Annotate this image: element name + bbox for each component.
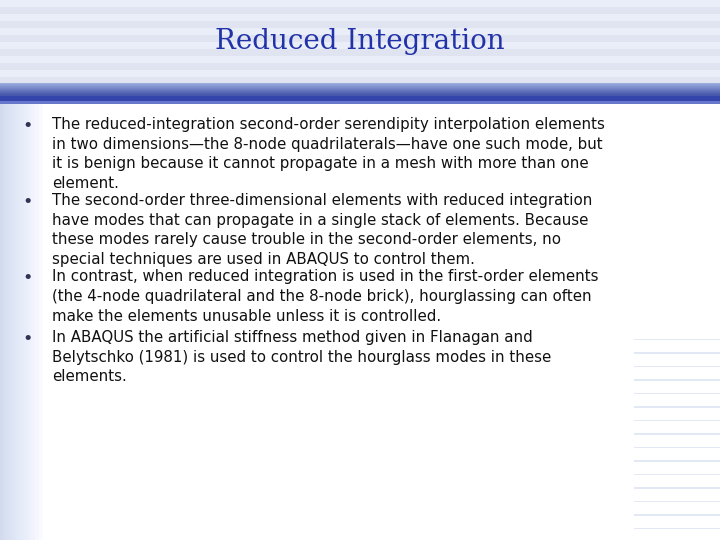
Bar [0, 90, 720, 91]
Bar [0, 0, 1, 540]
Bar [0, 0, 4, 540]
Bar [0, 88, 720, 89]
Bar [634, 406, 720, 408]
Bar [0, 92, 720, 93]
Bar [0, 0, 11, 540]
Bar [0, 0, 3, 540]
Bar [0, 85, 720, 86]
Bar [0, 91, 720, 92]
Bar [0, 83, 720, 84]
Bar [0, 63, 720, 70]
Bar [0, 0, 39, 540]
Bar [0, 94, 720, 96]
Text: The reduced-integration second-order serendipity interpolation elements
in two d: The reduced-integration second-order ser… [52, 117, 605, 191]
Bar [0, 94, 720, 95]
Bar [0, 86, 720, 87]
Bar [0, 0, 21, 540]
Bar [0, 0, 1, 540]
Text: The second-order three-dimensional elements with reduced integration
have modes : The second-order three-dimensional eleme… [52, 193, 593, 267]
Bar [0, 86, 720, 87]
Bar [0, 92, 720, 93]
Text: Reduced Integration: Reduced Integration [215, 28, 505, 56]
Bar [634, 339, 720, 340]
Bar [0, 0, 43, 540]
Bar [0, 7, 720, 14]
Bar [0, 0, 35, 540]
Bar [0, 0, 5, 540]
Text: In contrast, when reduced integration is used in the first-order elements
(the 4: In contrast, when reduced integration is… [52, 269, 598, 323]
Bar [0, 56, 720, 63]
Bar [634, 514, 720, 516]
Bar [634, 393, 720, 394]
Bar [0, 42, 720, 49]
Bar [0, 28, 720, 35]
Bar [0, 84, 720, 85]
Bar [634, 487, 720, 489]
Bar [0, 0, 7, 540]
Bar [0, 0, 31, 540]
Bar [634, 474, 720, 475]
Bar [0, 94, 720, 95]
Bar [0, 85, 720, 86]
Bar [0, 93, 720, 94]
Bar [0, 96, 720, 101]
Text: •: • [22, 269, 32, 287]
Bar [634, 366, 720, 367]
Bar [634, 447, 720, 448]
Bar [0, 14, 720, 21]
Bar [634, 420, 720, 421]
Bar [634, 528, 720, 529]
Bar [0, 87, 720, 88]
Bar [0, 35, 720, 42]
Bar [0, 89, 720, 90]
Bar [0, 70, 720, 77]
Bar [634, 433, 720, 435]
Bar [0, 85, 720, 86]
Bar [634, 501, 720, 502]
Bar [0, 0, 9, 540]
Bar [0, 0, 16, 540]
Bar [0, 21, 720, 28]
Text: •: • [22, 330, 32, 348]
Bar [0, 91, 720, 92]
Bar [0, 0, 720, 7]
Text: •: • [22, 117, 32, 135]
Bar [0, 90, 720, 91]
Bar [0, 84, 720, 85]
Bar [0, 0, 13, 540]
Text: In ABAQUS the artificial stiffness method given in Flanagan and
Belytschko (1981: In ABAQUS the artificial stiffness metho… [52, 330, 551, 384]
Bar [0, 89, 720, 90]
Bar [0, 77, 720, 84]
Text: •: • [22, 193, 32, 211]
Bar [634, 460, 720, 462]
Bar [0, 91, 720, 92]
Bar [634, 352, 720, 354]
Bar [0, 87, 720, 89]
Bar [0, 0, 24, 540]
Bar [0, 93, 720, 94]
Bar [0, 49, 720, 56]
Bar [0, 101, 720, 104]
Bar [0, 0, 27, 540]
Bar [0, 0, 18, 540]
Bar [634, 379, 720, 381]
